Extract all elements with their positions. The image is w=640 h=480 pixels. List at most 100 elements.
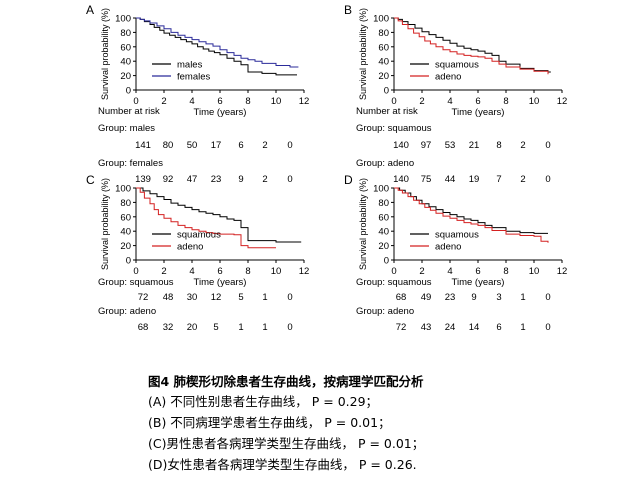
y-tick-label: 100: [115, 184, 131, 195]
risk-count: 53: [445, 140, 456, 151]
risk-count: 0: [545, 174, 550, 185]
caption-line-d: (D)女性患者各病理学类型生存曲线， P = 0.26.: [148, 457, 417, 472]
legend-label: males: [177, 60, 203, 71]
y-tick-label: 60: [378, 42, 389, 53]
x-axis-label: Time (years): [452, 107, 505, 118]
risk-count: 141: [135, 140, 151, 151]
risk-count: 1: [520, 322, 525, 333]
y-axis-label: Survival probability (%): [358, 178, 368, 270]
y-tick-label: 0: [126, 86, 131, 97]
y-tick-label: 100: [373, 14, 389, 25]
x-tick-label: 8: [503, 266, 508, 277]
y-tick-label: 80: [120, 28, 131, 39]
x-tick-label: 0: [133, 96, 138, 107]
risk-count: 2: [520, 140, 525, 151]
legend-label: females: [177, 72, 211, 83]
y-tick-label: 0: [126, 256, 131, 267]
x-tick-label: 6: [475, 96, 480, 107]
risk-count: 72: [138, 292, 149, 303]
legend-label: adeno: [435, 242, 461, 253]
panel-letter: D: [344, 173, 353, 187]
legend-label: squamous: [435, 230, 479, 241]
axis-lines: [393, 18, 562, 91]
x-tick-label: 12: [557, 96, 568, 107]
risk-table-title: Number at risk: [356, 106, 418, 117]
axis-lines: [135, 188, 304, 261]
risk-count: 72: [396, 322, 407, 333]
y-axis-label: Survival probability (%): [100, 8, 110, 100]
risk-count: 47: [187, 174, 198, 185]
y-tick-label: 0: [384, 256, 389, 267]
figure-caption: 图4 肺楔形切除患者生存曲线，按病理学匹配分析 (A) 不同性别患者生存曲线， …: [148, 372, 618, 475]
risk-count: 30: [187, 292, 198, 303]
risk-count: 140: [393, 174, 409, 185]
x-tick-label: 8: [245, 96, 250, 107]
risk-group-label: Group: females: [98, 158, 163, 169]
caption-title: 图4 肺楔形切除患者生存曲线，按病理学匹配分析: [148, 374, 424, 389]
x-axis-label: Time (years): [194, 277, 247, 288]
x-tick-label: 12: [299, 266, 310, 277]
risk-count: 1: [262, 292, 267, 303]
risk-count: 50: [187, 140, 198, 151]
risk-count: 6: [496, 322, 501, 333]
y-tick-label: 20: [120, 71, 131, 82]
risk-count: 9: [471, 292, 476, 303]
x-tick-label: 8: [503, 96, 508, 107]
risk-count: 3: [496, 292, 501, 303]
risk-count: 0: [287, 292, 292, 303]
x-tick-label: 0: [133, 266, 138, 277]
risk-count: 5: [213, 322, 218, 333]
x-tick-label: 6: [217, 96, 222, 107]
risk-count: 140: [393, 140, 409, 151]
risk-count: 75: [421, 174, 432, 185]
panel-letter: A: [86, 3, 94, 17]
risk-table-title: Number at risk: [356, 0, 418, 3]
risk-count: 19: [469, 174, 480, 185]
y-tick-label: 80: [378, 28, 389, 39]
risk-group-label: Group: adeno: [356, 306, 414, 317]
x-tick-label: 0: [391, 266, 396, 277]
risk-table-title: Number at risk: [98, 106, 160, 117]
y-tick-label: 60: [120, 42, 131, 53]
y-tick-label: 100: [115, 14, 131, 25]
risk-count: 0: [287, 140, 292, 151]
risk-count: 1: [520, 292, 525, 303]
legend-label: squamous: [177, 230, 221, 241]
km-curve-squamous: [136, 187, 302, 243]
km-curve-males: [136, 17, 297, 76]
y-tick-label: 40: [378, 57, 389, 68]
km-curve-females: [136, 17, 299, 68]
legend-label: adeno: [435, 72, 461, 83]
x-tick-label: 10: [529, 96, 540, 107]
panel-letter: C: [86, 173, 95, 187]
y-tick-label: 20: [378, 241, 389, 252]
risk-count: 23: [445, 292, 456, 303]
risk-count: 8: [496, 140, 501, 151]
risk-group-label: Group: squamous: [356, 123, 432, 134]
risk-count: 23: [211, 174, 222, 185]
x-tick-label: 2: [419, 96, 424, 107]
risk-count: 97: [421, 140, 432, 151]
risk-group-label: Group: squamous: [98, 277, 174, 288]
risk-count: 6: [238, 140, 243, 151]
risk-count: 0: [287, 322, 292, 333]
x-tick-label: 10: [529, 266, 540, 277]
risk-count: 2: [262, 174, 267, 185]
km-curve-adeno: [394, 187, 549, 243]
y-tick-label: 20: [378, 71, 389, 82]
legend-label: squamous: [435, 60, 479, 71]
y-tick-label: 40: [120, 57, 131, 68]
risk-count: 1: [238, 322, 243, 333]
x-axis-label: Time (years): [452, 277, 505, 288]
risk-count: 7: [496, 174, 501, 185]
risk-count: 43: [421, 322, 432, 333]
risk-count: 9: [238, 174, 243, 185]
risk-count: 24: [445, 322, 456, 333]
y-tick-label: 60: [120, 212, 131, 223]
risk-count: 68: [396, 292, 407, 303]
x-tick-label: 10: [271, 266, 282, 277]
risk-group-label: Group: males: [98, 123, 155, 134]
